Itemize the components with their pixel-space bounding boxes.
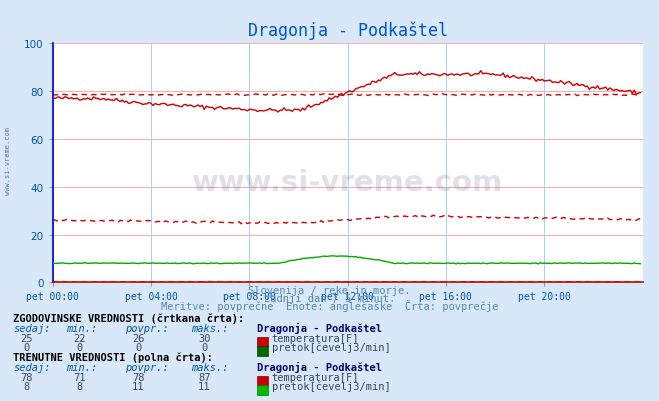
Text: 22: 22 <box>73 333 85 343</box>
Text: 8: 8 <box>76 381 82 391</box>
Text: temperatura[F]: temperatura[F] <box>272 333 359 343</box>
Text: min.:: min.: <box>66 324 97 334</box>
Text: ZGODOVINSKE VREDNOSTI (črtkana črta):: ZGODOVINSKE VREDNOSTI (črtkana črta): <box>13 312 244 323</box>
Text: zadnji dan / 5 minut.: zadnji dan / 5 minut. <box>264 294 395 304</box>
Text: Dragonja - Podkaštel: Dragonja - Podkaštel <box>257 362 382 373</box>
Text: 78: 78 <box>132 372 144 382</box>
Text: 8: 8 <box>23 381 30 391</box>
Title: Dragonja - Podkaštel: Dragonja - Podkaštel <box>248 21 447 40</box>
Text: maks.:: maks.: <box>191 363 229 373</box>
Text: maks.:: maks.: <box>191 324 229 334</box>
Text: 0: 0 <box>23 342 30 352</box>
Text: pretok[čevelj3/min]: pretok[čevelj3/min] <box>272 342 390 352</box>
Text: 87: 87 <box>198 372 210 382</box>
Text: 0: 0 <box>135 342 142 352</box>
Text: 0: 0 <box>76 342 82 352</box>
Text: sedaj:: sedaj: <box>13 363 51 373</box>
Text: min.:: min.: <box>66 363 97 373</box>
Text: Dragonja - Podkaštel: Dragonja - Podkaštel <box>257 323 382 334</box>
Text: 11: 11 <box>132 381 144 391</box>
Text: povpr.:: povpr.: <box>125 363 169 373</box>
Text: temperatura[F]: temperatura[F] <box>272 372 359 382</box>
Text: TRENUTNE VREDNOSTI (polna črta):: TRENUTNE VREDNOSTI (polna črta): <box>13 351 213 362</box>
Text: Meritve: povprečne  Enote: anglešaške  Črta: povprečje: Meritve: povprečne Enote: anglešaške Črt… <box>161 300 498 312</box>
Text: 30: 30 <box>198 333 210 343</box>
Text: 11: 11 <box>198 381 210 391</box>
Text: 0: 0 <box>201 342 208 352</box>
Text: www.si-vreme.com: www.si-vreme.com <box>5 126 11 194</box>
Text: 71: 71 <box>73 372 85 382</box>
Text: povpr.:: povpr.: <box>125 324 169 334</box>
Text: 25: 25 <box>20 333 32 343</box>
Text: 26: 26 <box>132 333 144 343</box>
Text: 78: 78 <box>20 372 32 382</box>
Text: www.si-vreme.com: www.si-vreme.com <box>192 168 503 196</box>
Text: Slovenija / reke in morje.: Slovenija / reke in morje. <box>248 286 411 296</box>
Text: sedaj:: sedaj: <box>13 324 51 334</box>
Text: pretok[čevelj3/min]: pretok[čevelj3/min] <box>272 381 390 391</box>
